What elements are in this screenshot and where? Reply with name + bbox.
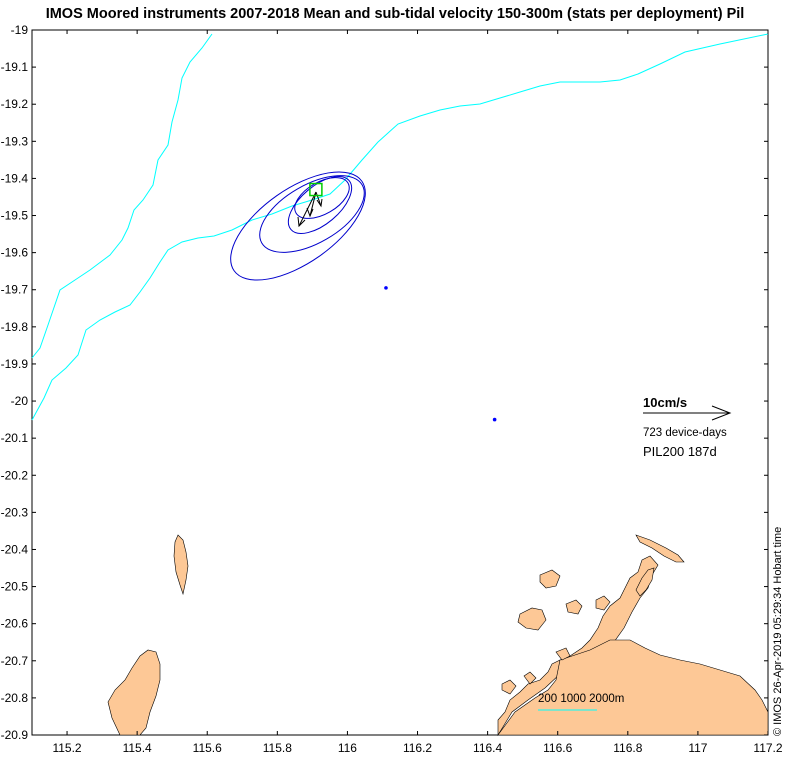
- land-islands: [107, 534, 611, 736]
- station-point: [492, 417, 497, 422]
- y-tick-label: -20.3: [1, 505, 29, 519]
- y-tick-label: -19.3: [1, 134, 29, 148]
- velocity-arrowhead: [316, 198, 323, 208]
- y-tick-label: -19.5: [1, 209, 29, 223]
- y-tick-label: -20.9: [1, 728, 29, 742]
- x-tick-label: 117.2: [753, 741, 782, 755]
- y-tick-label: -20: [11, 394, 29, 408]
- y-tick-label: -19.6: [1, 246, 29, 260]
- velocity-arrowhead: [297, 216, 306, 228]
- mean-velocity-arrows: [297, 191, 323, 228]
- y-tick-label: -20.4: [1, 542, 29, 556]
- x-tick-label: 116.6: [543, 741, 572, 755]
- x-axis: 115.2 115.4 115.6 115.8 116 116.2 116.4 116.6 11…: [52, 30, 783, 755]
- y-tick-label: -20.5: [1, 580, 29, 594]
- x-tick-label: 116.4: [473, 741, 502, 755]
- velocity-ellipse: [287, 176, 353, 234]
- x-tick-label: 115.6: [193, 741, 222, 755]
- velocity-arrowhead: [306, 207, 314, 218]
- velocity-arrow: [315, 191, 322, 207]
- y-tick-label: -19.7: [1, 283, 29, 297]
- y-tick-label: -20.1: [1, 431, 29, 445]
- station-point: [384, 286, 388, 290]
- copyright-stamp: © IMOS 26-Apr-2019 05:29:34 Hobart time: [772, 526, 784, 736]
- x-tick-label: 116.2: [403, 741, 432, 755]
- land-mainland: [497, 534, 769, 737]
- bathymetry-label: 200 1000 2000m: [538, 693, 624, 705]
- mooring-markers: [309, 182, 323, 197]
- device-days-label: 723 device-days: [643, 427, 727, 439]
- x-tick-label: 116: [338, 741, 357, 755]
- mooring-marker: [309, 182, 323, 197]
- x-tick-label: 115.2: [52, 741, 81, 755]
- scale-arrowhead: [711, 405, 732, 421]
- y-tick-label: -20.8: [1, 691, 29, 705]
- y-tick-label: -20.7: [1, 654, 29, 668]
- scale-label: 10cm/s: [643, 395, 687, 410]
- x-tick-label: 116.8: [613, 741, 642, 755]
- y-axis: -19 -19.1 -19.2 -19.3 -19.4 -19.5 -19.6 -19.7 -1…: [1, 23, 768, 742]
- isobath-200m: [31, 33, 213, 359]
- velocity-ellipse: [230, 171, 366, 281]
- y-tick-label: -20.2: [1, 468, 29, 482]
- y-tick-label: -19: [11, 23, 29, 37]
- y-tick-label: -20.6: [1, 617, 29, 631]
- station-points: [384, 286, 497, 422]
- y-tick-label: -19.8: [1, 320, 29, 334]
- y-tick-label: -19.4: [1, 171, 29, 185]
- plot-title: IMOS Moored instruments 2007-2018 Mean a…: [45, 6, 745, 22]
- x-tick-label: 117: [688, 741, 707, 755]
- y-tick-label: -19.1: [1, 60, 29, 74]
- station-label: PIL200 187d: [643, 444, 717, 459]
- y-tick-label: -19.2: [1, 97, 29, 111]
- plot-area: [31, 29, 769, 736]
- isobath-1000m: [31, 33, 769, 421]
- x-tick-label: 115.8: [263, 741, 292, 755]
- x-tick-label: 115.4: [123, 741, 152, 755]
- scale-legend: 10cm/s 723 device-days PIL200 187d: [643, 395, 732, 459]
- bathymetry-legend: 200 1000 2000m: [538, 693, 624, 711]
- y-tick-label: -19.9: [1, 357, 29, 371]
- velocity-ellipse: [259, 175, 365, 253]
